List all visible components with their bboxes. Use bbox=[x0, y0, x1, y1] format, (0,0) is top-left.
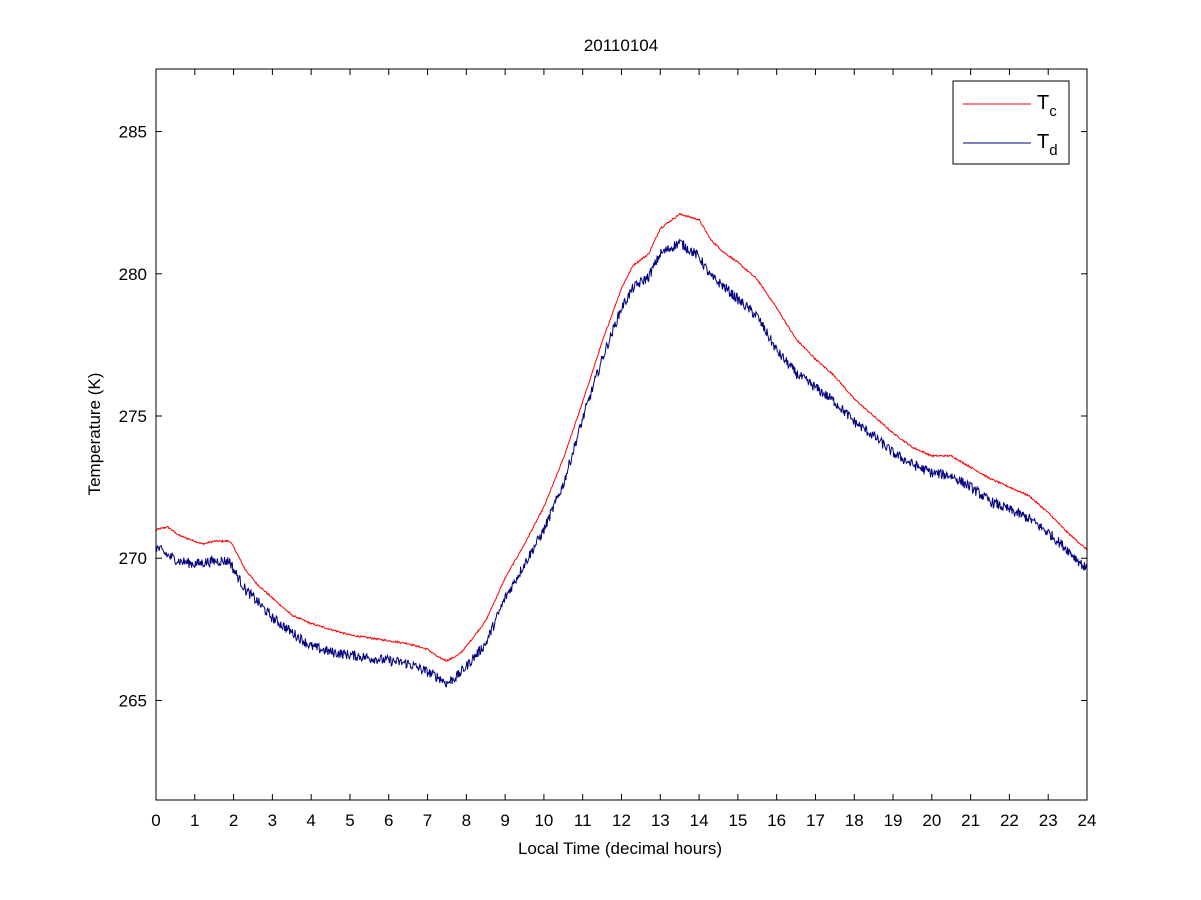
x-axis-label: Local Time (decimal hours) bbox=[518, 839, 722, 858]
x-tick-label: 14 bbox=[690, 811, 709, 830]
y-axis-label: Temperature (K) bbox=[85, 373, 104, 496]
x-tick-label: 0 bbox=[151, 811, 160, 830]
x-tick-label: 9 bbox=[500, 811, 509, 830]
series-line-t-d bbox=[155, 238, 1088, 688]
x-tick-label: 22 bbox=[1000, 811, 1019, 830]
chart-title: 20110104 bbox=[584, 36, 658, 55]
x-tick-label: 12 bbox=[612, 811, 631, 830]
legend-label: Td bbox=[1037, 131, 1058, 159]
x-tick-label: 21 bbox=[961, 811, 980, 830]
legend: Tc Td bbox=[952, 80, 1070, 165]
x-tick-label: 17 bbox=[806, 811, 825, 830]
x-tick-label: 18 bbox=[845, 811, 864, 830]
x-tick-label: 24 bbox=[1078, 811, 1097, 830]
x-tick-label: 1 bbox=[190, 811, 199, 830]
x-tick-label: 2 bbox=[229, 811, 238, 830]
x-tick-label: 3 bbox=[268, 811, 277, 830]
x-tick-label: 10 bbox=[534, 811, 553, 830]
x-tick-label: 8 bbox=[462, 811, 471, 830]
x-tick-label: 20 bbox=[922, 811, 941, 830]
x-tick-label: 11 bbox=[574, 811, 592, 830]
series-line-t-c bbox=[155, 212, 1088, 662]
y-tick-label: 275 bbox=[119, 407, 147, 426]
x-tick-label: 7 bbox=[423, 811, 432, 830]
x-tick-label: 5 bbox=[345, 811, 354, 830]
y-tick-label: 265 bbox=[119, 691, 147, 710]
y-tick-label: 280 bbox=[119, 265, 147, 284]
y-tick-label: 270 bbox=[119, 549, 147, 568]
x-tick-label: 4 bbox=[306, 811, 315, 830]
x-tick-label: 16 bbox=[767, 811, 786, 830]
x-tick-label: 13 bbox=[651, 811, 670, 830]
legend-box bbox=[952, 80, 1070, 165]
plot-area bbox=[155, 212, 1088, 688]
x-tick-label: 19 bbox=[884, 811, 903, 830]
x-tick-label: 6 bbox=[384, 811, 393, 830]
axis-ticks: 0 1 2 3 4 5 6 7 8 9 10 11 12 13 14 15 16 17 18 19 20 21 22 23 24… bbox=[119, 69, 1097, 830]
x-tick-label: 15 bbox=[728, 811, 747, 830]
y-tick-label: 285 bbox=[119, 123, 147, 142]
x-tick-label: 23 bbox=[1039, 811, 1058, 830]
legend-label: Tc bbox=[1037, 92, 1057, 120]
